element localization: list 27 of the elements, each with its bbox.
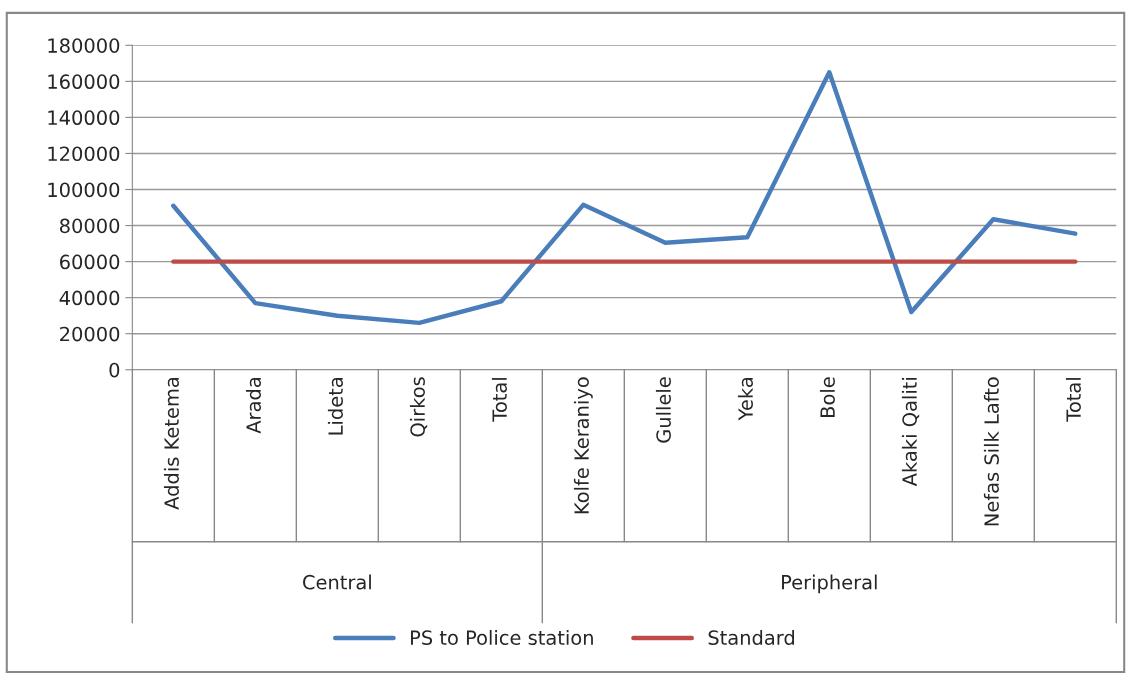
x-tick-label: Bole xyxy=(819,377,835,417)
x-tick-label: Total xyxy=(491,378,507,422)
text: Central xyxy=(303,574,371,590)
x-tick-label: Gullele xyxy=(655,377,671,443)
x-tick-label: Lideta xyxy=(327,378,343,435)
x-tick-label: Total xyxy=(1065,378,1081,422)
y-tick-label: 60000 xyxy=(60,254,120,270)
x-tick-label: Nefas Silk Lafto xyxy=(983,377,999,526)
y-tick-label: 180000 xyxy=(48,38,120,53)
y-tick-label: 0 xyxy=(109,362,120,378)
y-tick-label: 140000 xyxy=(48,110,120,126)
y-tick-label: 120000 xyxy=(48,146,120,162)
y-tick-label: 20000 xyxy=(60,326,120,342)
x-tick-label: Addis Ketema xyxy=(163,378,179,510)
x-tick-label: Akaki Qaliti xyxy=(901,378,920,487)
y-tick-label: 80000 xyxy=(59,218,120,234)
legend-label: Standard xyxy=(708,629,794,646)
y-tick-label: 160000 xyxy=(48,74,120,90)
x-tick-label: Qirkos xyxy=(409,377,428,437)
x-tick-label: Yeka xyxy=(737,378,753,421)
line-series xyxy=(171,70,1078,326)
legend-label: PS to Police station xyxy=(411,629,593,646)
y-tick-label: 100000 xyxy=(48,182,120,198)
x-tick-label: Kolfe Keraniyo xyxy=(573,377,593,514)
y-tick-label: 40000 xyxy=(59,290,120,306)
text: Peripheral xyxy=(782,574,877,594)
x-tick-label: Arada xyxy=(245,378,261,434)
